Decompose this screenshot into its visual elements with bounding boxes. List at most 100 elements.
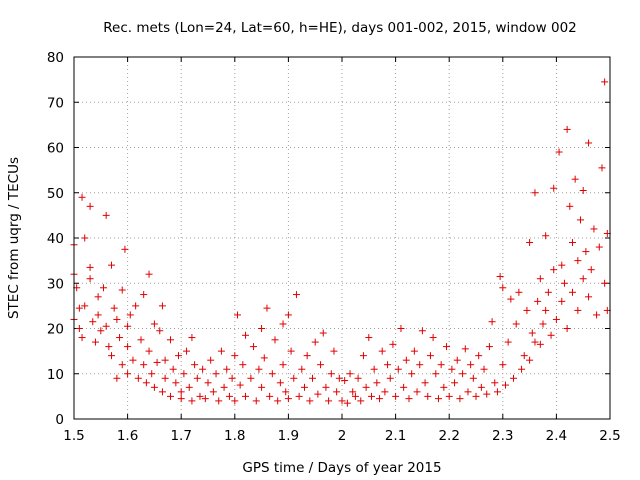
data-point: [255, 365, 263, 373]
x-tick-label: 1.7: [170, 428, 191, 444]
data-point: [413, 388, 421, 396]
data-point: [512, 320, 520, 328]
data-point: [528, 329, 536, 337]
data-point: [199, 365, 207, 373]
data-point: [81, 302, 89, 310]
y-tick-label: 70: [47, 95, 64, 111]
data-point: [469, 374, 477, 382]
data-point: [196, 392, 204, 400]
data-point: [242, 331, 250, 339]
data-point: [166, 336, 174, 344]
data-point: [389, 340, 397, 348]
data-point: [560, 279, 568, 287]
data-point: [472, 392, 480, 400]
data-point: [290, 374, 298, 382]
data-point: [97, 327, 105, 335]
data-point: [177, 388, 185, 396]
y-tick-label: 0: [55, 412, 64, 428]
data-point: [338, 397, 346, 405]
data-point: [156, 327, 164, 335]
data-point: [287, 347, 295, 355]
data-point: [78, 193, 86, 201]
data-point: [501, 381, 509, 389]
data-point: [153, 358, 161, 366]
data-point: [284, 395, 292, 403]
data-point: [577, 216, 585, 224]
data-point: [343, 399, 351, 407]
data-point: [558, 261, 566, 269]
data-point: [496, 272, 504, 280]
data-point: [126, 311, 134, 319]
data-point: [207, 356, 215, 364]
data-point: [461, 345, 469, 353]
y-tick-label: 80: [47, 50, 64, 66]
data-point: [108, 261, 116, 269]
data-point: [510, 374, 518, 382]
data-point: [542, 306, 550, 314]
data-point: [121, 245, 129, 253]
data-point: [322, 383, 330, 391]
data-point: [558, 297, 566, 305]
data-point: [571, 175, 579, 183]
y-tick-label: 20: [47, 322, 64, 338]
data-point: [116, 334, 124, 342]
data-point: [453, 356, 461, 364]
data-point: [86, 263, 94, 271]
data-point: [330, 347, 338, 355]
data-point: [319, 329, 327, 337]
data-point: [400, 383, 408, 391]
data-point: [279, 320, 287, 328]
data-point: [292, 291, 300, 299]
data-point: [279, 361, 287, 369]
data-point: [311, 338, 319, 346]
data-point: [217, 347, 225, 355]
data-point: [263, 304, 271, 312]
data-point: [394, 365, 402, 373]
data-point: [542, 232, 550, 240]
data-point: [499, 361, 507, 369]
data-point: [148, 370, 156, 378]
data-point: [242, 392, 250, 400]
data-point: [365, 334, 373, 342]
data-point: [443, 343, 451, 351]
data-point: [426, 352, 434, 360]
data-point: [536, 340, 544, 348]
x-tick-label: 1.5: [63, 428, 84, 444]
data-point: [177, 395, 185, 403]
data-point: [437, 361, 445, 369]
data-point: [161, 356, 169, 364]
data-point: [590, 225, 598, 233]
y-tick-label: 50: [47, 186, 64, 202]
data-point: [574, 306, 582, 314]
data-point: [108, 352, 116, 360]
data-point: [91, 338, 99, 346]
data-point: [129, 356, 137, 364]
data-point: [140, 291, 148, 299]
data-point: [209, 388, 217, 396]
data-point: [402, 356, 410, 364]
data-point: [424, 392, 432, 400]
data-point: [268, 370, 276, 378]
data-point: [295, 392, 303, 400]
data-points: [70, 78, 611, 407]
data-point: [579, 186, 587, 194]
data-point: [485, 343, 493, 351]
data-point: [113, 315, 121, 323]
data-point: [351, 392, 359, 400]
y-tick-label: 40: [47, 231, 64, 247]
data-point: [536, 275, 544, 283]
data-point: [150, 383, 158, 391]
data-point: [105, 343, 113, 351]
plot-frame: [73, 56, 611, 420]
data-point: [306, 397, 314, 405]
data-point: [231, 397, 239, 405]
data-point: [223, 365, 231, 373]
data-point: [429, 334, 437, 342]
data-point: [534, 297, 542, 305]
data-point: [258, 383, 266, 391]
data-point: [81, 234, 89, 242]
data-point: [225, 392, 233, 400]
data-point: [260, 354, 268, 362]
data-point: [550, 266, 558, 274]
y-tick-labels: 0 10 20 30 40 50 60 70 80: [47, 50, 64, 428]
